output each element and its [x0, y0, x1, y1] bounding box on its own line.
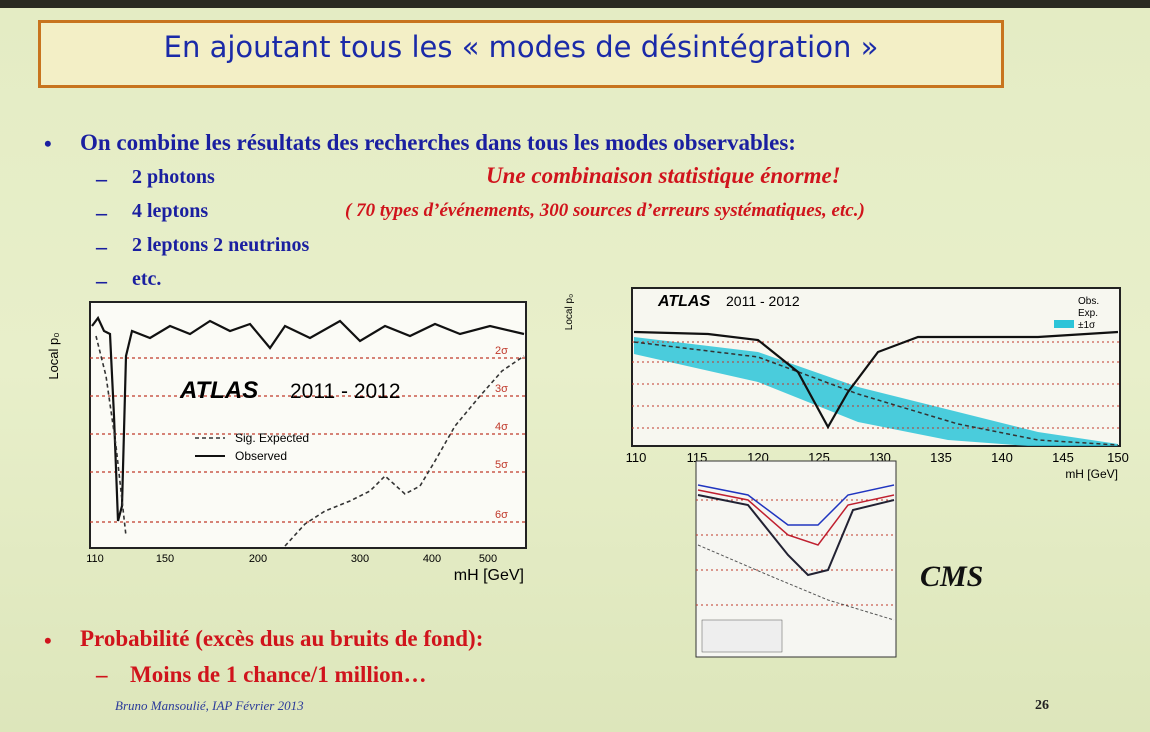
dash: –: [96, 166, 107, 191]
x-tick-label: 500: [479, 553, 497, 565]
dash: –: [96, 200, 107, 225]
legend-swatch: [1054, 320, 1074, 328]
legend-label: ±1σ: [1078, 320, 1096, 331]
item: 2 leptons 2 neutrinos: [132, 234, 310, 256]
cms-plot: [695, 460, 897, 658]
dash: –: [96, 234, 107, 259]
band: [634, 337, 1118, 446]
curve: [697, 489, 895, 546]
x-tick-label: 150: [156, 553, 174, 565]
intro: On combine les résultats des recherches …: [80, 130, 796, 155]
legend-label: Observed: [235, 449, 287, 463]
footer: Bruno Mansoulié, IAP Février 2013: [115, 698, 304, 713]
atlas-left-plot: ATLAS 2011 - 2012 Sig. Expected Observed…: [46, 301, 527, 584]
conclusion: Probabilité (excès dus au bruits de fond…: [80, 626, 484, 651]
x-tick-label: 110: [626, 450, 647, 465]
sigma-label: 3σ: [495, 383, 508, 395]
sigma-lines: [632, 341, 1120, 429]
legend-box: [701, 619, 783, 653]
y-axis-label: Local p₀: [46, 332, 61, 379]
expected-curve: [633, 341, 1119, 446]
x-tick-label: 145: [1052, 450, 1074, 465]
observed-curve: [633, 330, 1119, 430]
page-number: 26: [1035, 698, 1049, 713]
x-ticks: 110 150 200 300 400 500: [86, 553, 497, 565]
bullet: •: [44, 131, 52, 156]
sigma-label: 4σ: [495, 421, 508, 433]
x-tick-label: 135: [930, 450, 952, 465]
title-box: [38, 20, 1004, 88]
x-tick-label: 150: [1107, 450, 1129, 465]
top-edge: [0, 0, 1150, 8]
x-axis-label: mH [GeV]: [454, 567, 524, 584]
item: 2 photons: [132, 166, 215, 188]
sigma-label: 5σ: [495, 459, 508, 471]
x-tick-label: 200: [249, 553, 267, 565]
item: etc.: [132, 268, 162, 290]
experiment: ATLAS: [657, 293, 710, 310]
atlas-right-plot: ATLAS 2011 - 2012 Obs. Exp. ±1σ 110 115 …: [564, 287, 1129, 481]
sigma-labels: 2σ 3σ 4σ 5σ 6σ: [495, 345, 508, 521]
item: 4 leptons: [132, 200, 209, 222]
bullet: •: [44, 628, 52, 653]
title: En ajoutant tous les « modes de désintég…: [163, 30, 879, 64]
legend-label: Sig. Expected: [235, 431, 309, 445]
x-tick-label: 140: [991, 450, 1013, 465]
x-axis-label: mH [GeV]: [1065, 467, 1118, 481]
x-tick-label: 300: [351, 553, 369, 565]
expected-curve: [95, 335, 525, 547]
curve: [697, 484, 895, 526]
sigma-label: 6σ: [495, 509, 508, 521]
legend-label: Obs.: [1078, 296, 1099, 307]
dash: –: [96, 268, 107, 293]
years: 2011 - 2012: [290, 380, 401, 403]
sigma-label: 2σ: [495, 345, 508, 357]
sigma-lines: [696, 499, 896, 606]
x-tick-label: 400: [423, 553, 441, 565]
dash: –: [96, 662, 108, 687]
curve: [697, 494, 895, 577]
years: 2011 - 2012: [726, 293, 800, 309]
conclusion-item: Moins de 1 chance/1 million…: [130, 662, 427, 687]
cms-label: CMS: [920, 560, 984, 593]
x-tick-label: 110: [86, 553, 104, 565]
detail: ( 70 types d’événements, 300 sources d’e…: [345, 200, 865, 221]
legend-label: Exp.: [1078, 308, 1098, 319]
y-axis-label: Local p₀: [564, 294, 575, 330]
experiment: ATLAS: [179, 377, 258, 404]
plot-frame: [89, 301, 527, 549]
curve: [697, 544, 895, 621]
highlight: Une combinaison statistique énorme!: [486, 163, 841, 188]
sigma-lines: [90, 357, 526, 523]
